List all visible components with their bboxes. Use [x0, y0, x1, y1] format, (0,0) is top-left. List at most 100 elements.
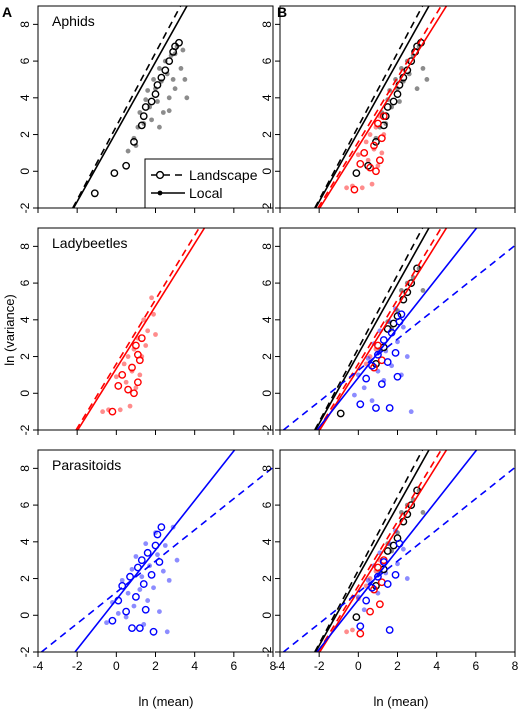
aphids-local-point: [420, 66, 426, 71]
panel-letter-b: B: [277, 4, 287, 20]
aphids-landscape-point: [383, 103, 392, 111]
parasitoids-local-point: [129, 566, 135, 572]
y-tick-label: 4: [260, 94, 274, 101]
ladybeetles-local-point: [125, 354, 131, 359]
ladybeetles-local-point: [151, 311, 156, 317]
parasitoids-local-point: [365, 355, 371, 361]
ladybeetles-landscape-point: [370, 363, 378, 372]
y-tick-label: 0: [18, 168, 32, 175]
parasitoids-local-point: [174, 557, 180, 563]
panel-b-1: -2 0 2 4 6 8: [260, 5, 516, 213]
plot-frame: [279, 5, 516, 209]
y-tick-label: -2: [260, 424, 274, 435]
y-tick-label: 2: [18, 131, 32, 138]
y-tick-label: -2: [18, 202, 32, 213]
legend-label-local: Local: [189, 185, 222, 201]
panel-a-1: -2 0 2 4 6 8 Aphids Landscape Local: [18, 5, 274, 213]
ladybeetles-local-point: [117, 407, 123, 413]
parasitoids-landscape-point: [397, 310, 406, 319]
aphids-landscape-fit-line: [314, 6, 424, 208]
ladybeetles-local-point: [141, 317, 147, 323]
y-tick-label: 6: [18, 279, 32, 286]
ladybeetles-landscape-point: [366, 163, 374, 172]
x-tick-label: 0: [113, 659, 120, 673]
aphids-landscape-point: [389, 97, 398, 106]
ladybeetles-landscape-fit-line: [75, 228, 200, 430]
aphids-local-fit-line: [314, 450, 430, 652]
aphids-landscape-point: [141, 103, 150, 111]
x-tick-label: 4: [433, 659, 440, 673]
plot-area: [75, 228, 206, 430]
aphids-landscape-point: [157, 73, 166, 82]
parasitoids-local-point: [143, 541, 149, 547]
aphids-local-point: [149, 117, 154, 123]
y-tick-label: 6: [260, 501, 274, 508]
parasitoids-local-fit-line: [316, 228, 478, 430]
ladybeetles-local-point: [355, 152, 361, 158]
aphids-landscape-fit-line: [314, 228, 424, 430]
ladybeetles-local-fit-line: [319, 228, 448, 430]
ladybeetles-landscape-point: [124, 385, 132, 394]
x-tick-label: 8: [512, 659, 519, 673]
parasitoids-landscape-point: [368, 583, 376, 592]
parasitoids-landscape-point: [141, 605, 150, 614]
parasitoids-local-point: [123, 614, 129, 620]
parasitoids-local-point: [395, 561, 400, 567]
ladybeetles-landscape-point: [372, 167, 380, 176]
ladybeetles-local-point: [379, 150, 385, 156]
ladybeetles-landscape-point: [366, 607, 374, 616]
legend-label-landscape: Landscape: [189, 167, 258, 183]
ladybeetles-landscape-point: [130, 389, 138, 398]
parasitoids-landscape-point: [122, 607, 131, 616]
parasitoids-landscape-point: [157, 523, 166, 532]
x-tick-label: 6: [472, 659, 479, 673]
parasitoids-landscape-point: [149, 627, 158, 636]
parasitoids-local-point: [162, 543, 168, 548]
y-tick-label: 4: [18, 538, 32, 545]
aphids-local-point: [166, 95, 172, 101]
ladybeetles-landscape-point: [133, 378, 142, 387]
x-tick-label: -2: [72, 659, 83, 673]
parasitoids-local-point: [151, 585, 156, 591]
parasitoids-local-fit-line: [316, 450, 478, 652]
parasitoids-landscape-fit-line: [282, 244, 515, 430]
parasitoids-landscape-point: [391, 570, 400, 579]
parasitoids-landscape-point: [356, 400, 365, 409]
parasitoids-landscape-point: [108, 616, 117, 625]
parasitoids-landscape-point: [379, 558, 388, 566]
ladybeetles-local-point: [367, 132, 373, 137]
aphids-local-point: [397, 99, 402, 104]
aphids-local-point: [414, 86, 420, 92]
ladybeetles-landscape-point: [375, 600, 384, 609]
aphids-local-point: [180, 47, 186, 53]
y-axis-label: ln (variance): [2, 294, 17, 366]
ladybeetles-landscape-fit-line: [317, 450, 442, 652]
ladybeetles-local-point: [143, 343, 149, 348]
aphids-local-point: [170, 77, 176, 82]
ladybeetles-landscape-fit-line: [317, 228, 442, 430]
y-tick-label: 2: [260, 131, 274, 138]
plot-area: [40, 450, 273, 652]
y-tick-label: 6: [260, 279, 274, 286]
parasitoids-local-point: [166, 577, 172, 583]
ladybeetles-local-point: [121, 361, 127, 367]
parasitoids-local-point: [164, 629, 170, 635]
parasitoids-local-point: [361, 385, 367, 391]
aphids-landscape-point: [336, 409, 345, 418]
y-tick-label: 0: [260, 390, 274, 397]
aphids-local-point: [420, 510, 426, 515]
parasitoids-local-point: [155, 552, 160, 558]
ladybeetles-local-point: [365, 157, 371, 163]
parasitoids-local-point: [157, 609, 162, 614]
aphids-local-fit-line: [72, 6, 188, 208]
y-tick-label: 0: [260, 168, 274, 175]
plot-area: [72, 6, 190, 208]
parasitoids-local-point: [395, 339, 400, 345]
parasitoids-landscape-point: [391, 348, 400, 357]
ladybeetles-local-point: [123, 379, 129, 385]
parasitoids-landscape-point: [356, 622, 365, 631]
parasitoids-local-point: [119, 577, 125, 583]
parasitoids-landscape-fit-line: [282, 466, 515, 652]
aphids-landscape-point: [352, 169, 361, 178]
